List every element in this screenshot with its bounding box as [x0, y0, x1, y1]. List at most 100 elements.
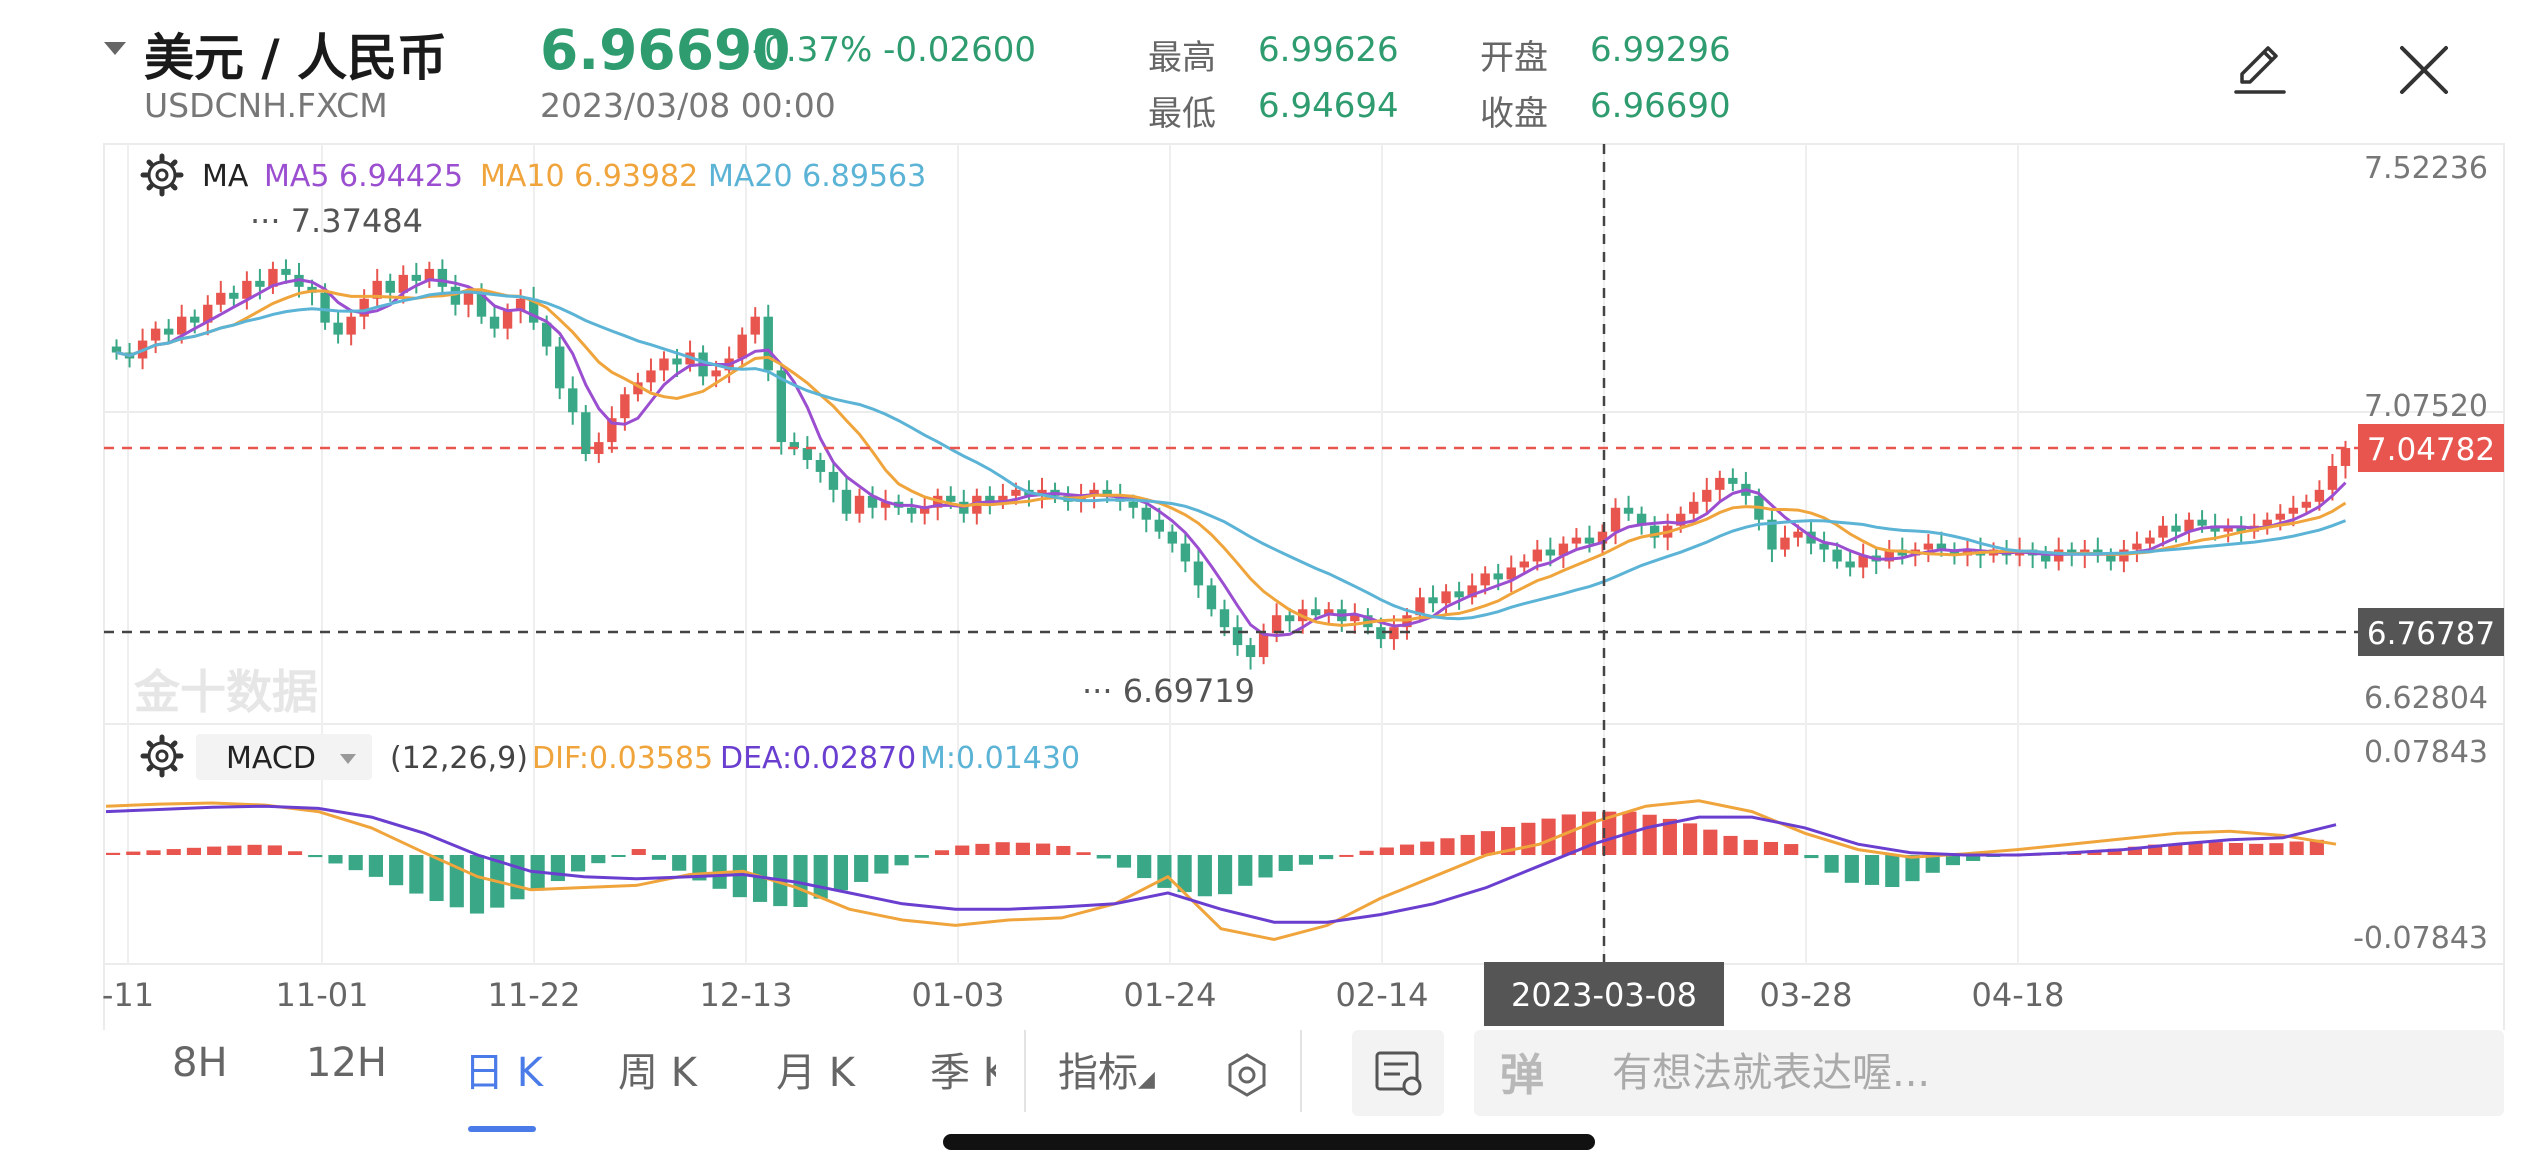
macd-bar-81: [1743, 839, 1758, 855]
last-price-tag: [2358, 424, 2504, 472]
candle-body-161: [2210, 525, 2220, 532]
settings-hexagon-icon[interactable]: [1224, 1052, 1270, 1098]
candle-body-140: [1936, 543, 1947, 550]
candle-body-29: [489, 316, 500, 329]
candle-body-36: [581, 412, 591, 455]
macd-bar-40: [914, 855, 929, 858]
period-12h[interactable]: 12H: [306, 1040, 387, 1086]
candle-body-39: [620, 394, 630, 419]
period-day[interactable]: 日 K: [464, 1050, 543, 1096]
candle-body-54: [815, 459, 826, 472]
candle-body-116: [1623, 507, 1634, 514]
close-label: 收盘: [1480, 94, 1548, 134]
candle-body-169: [2314, 489, 2325, 502]
close-value: 6.96690: [1590, 86, 1731, 126]
period-month[interactable]: 月 K: [776, 1050, 855, 1096]
macd-bar-102: [2168, 843, 2183, 855]
macd-bar-57: [1258, 855, 1273, 878]
candle-body-52: [789, 442, 800, 449]
crosshair-price-tag: [2358, 608, 2504, 656]
macd-bar-69: [1501, 826, 1516, 855]
candle-body-159: [2184, 519, 2194, 532]
period-8h[interactable]: 8H: [172, 1040, 228, 1086]
comment-box[interactable]: 弹: [1474, 1030, 2504, 1116]
candle-body-88: [1258, 633, 1269, 658]
x-tick-label-4: 01-03: [912, 976, 1005, 1014]
x-tick-label-6: 02-14: [1336, 976, 1429, 1014]
candle-body-71: [1037, 489, 1047, 496]
macd-bar-17: [449, 855, 464, 908]
macd-bar-49: [1096, 855, 1111, 859]
watermark: 金十数据: [133, 665, 318, 719]
candle-body-90: [1284, 615, 1295, 622]
candle-body-81: [1167, 531, 1178, 544]
macd-bar-4: [186, 847, 202, 855]
dea-line: [105, 804, 2337, 924]
ma10-line: [116, 288, 2347, 627]
candle-body-16: [320, 292, 330, 323]
chart-area[interactable]: 金十数据 MA MA5 6.94425 MA10 6.93982 MA20 6.…: [0, 0, 2532, 1030]
macd-bar-63: [1379, 847, 1394, 855]
comment-input[interactable]: 有想法就表达喔...: [1612, 1050, 1931, 1096]
chart-tools-button[interactable]: [1352, 1030, 1444, 1116]
x-tick-label-9: 04-18: [1972, 976, 2065, 1014]
candle-body-112: [1571, 537, 1582, 544]
macd-bar-82: [1763, 841, 1779, 855]
indicator-button[interactable]: 指标◢: [1058, 1040, 1155, 1098]
candle-body-56: [841, 489, 852, 514]
svg-text:弹: 弹: [1500, 1050, 1544, 1100]
candle-body-4: [163, 328, 174, 335]
candle-body-18: [346, 316, 356, 335]
macd-params: (12,26,9): [390, 741, 528, 776]
macd-selector[interactable]: [196, 734, 372, 780]
toolbar-separator: [1024, 1030, 1026, 1112]
macd-settings-icon[interactable]: [140, 734, 184, 778]
candle-body-167: [2288, 507, 2299, 514]
dea-value: DEA:0.02870: [720, 741, 916, 776]
ma-lines: [116, 278, 2347, 638]
period-week[interactable]: 周 K: [618, 1050, 697, 1096]
macd-bar-20: [510, 855, 525, 900]
candle-body-97: [1376, 627, 1386, 640]
candle-body-123: [1715, 477, 1725, 490]
macd-bar-0: [106, 852, 121, 855]
macd-bar-9: [287, 851, 303, 855]
ma20-line: [116, 290, 2347, 621]
close-icon[interactable]: [2394, 40, 2454, 100]
macd-bar-8: [267, 845, 282, 855]
candle-body-53: [802, 448, 813, 460]
period-quarter[interactable]: 季 K: [930, 1050, 996, 1096]
macd-bar-53: [1177, 855, 1192, 893]
macd-title: MACD: [226, 741, 316, 776]
macd-bar-10: [308, 855, 323, 858]
candle-body-133: [1845, 561, 1855, 568]
macd-bar-106: [2249, 843, 2264, 855]
edit-icon[interactable]: [2228, 36, 2292, 100]
last-price-text: 7.04782: [2367, 432, 2495, 468]
macd-bar-22: [550, 855, 565, 882]
candle-body-8: [216, 292, 226, 305]
candle-body-132: [1832, 549, 1842, 562]
macd-bar-43: [975, 843, 990, 855]
candle-body-25: [437, 268, 448, 287]
macd-bar-100: [2127, 846, 2142, 855]
pair-name[interactable]: 美元 / 人民币: [144, 29, 448, 87]
candle-body-170: [2327, 465, 2338, 490]
open-label: 开盘: [1480, 38, 1548, 78]
candle-body-139: [1923, 543, 1934, 550]
candle-body-31: [515, 298, 526, 311]
ma10-value: MA10 6.93982: [480, 159, 698, 194]
caret-down-icon[interactable]: [104, 42, 126, 55]
ma-settings-icon[interactable]: [140, 153, 184, 197]
macd-bar-11: [328, 855, 343, 864]
min-value: 6.69719: [1123, 672, 1255, 710]
macd-bar-92: [1966, 855, 1981, 861]
candle-body-158: [2171, 525, 2181, 532]
macd-bar-6: [227, 845, 242, 855]
chart-grid: [103, 143, 2505, 1030]
max-value: 7.37484: [291, 202, 423, 240]
candle-body-160: [2197, 519, 2207, 526]
macd-bar-45: [1015, 842, 1030, 855]
macd-bar-78: [1683, 823, 1698, 855]
candle-body-59: [880, 501, 891, 508]
